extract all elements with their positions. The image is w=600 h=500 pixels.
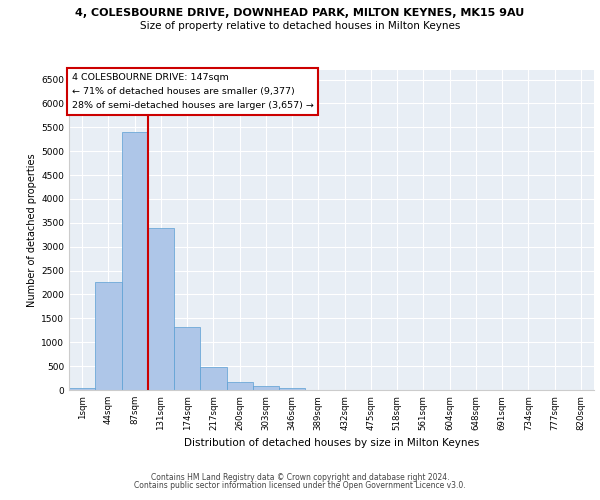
Text: Contains HM Land Registry data © Crown copyright and database right 2024.: Contains HM Land Registry data © Crown c… [151, 472, 449, 482]
Y-axis label: Number of detached properties: Number of detached properties [27, 153, 37, 307]
Text: 4, COLESBOURNE DRIVE, DOWNHEAD PARK, MILTON KEYNES, MK15 9AU: 4, COLESBOURNE DRIVE, DOWNHEAD PARK, MIL… [76, 8, 524, 18]
Bar [95, 282, 121, 390]
Bar [227, 382, 253, 390]
Text: Contains public sector information licensed under the Open Government Licence v3: Contains public sector information licen… [134, 481, 466, 490]
Bar [174, 328, 200, 390]
Text: Size of property relative to detached houses in Milton Keynes: Size of property relative to detached ho… [140, 21, 460, 31]
Bar [279, 388, 305, 390]
Bar [253, 386, 279, 390]
Bar [69, 388, 95, 390]
Text: 4 COLESBOURNE DRIVE: 147sqm
← 71% of detached houses are smaller (9,377)
28% of : 4 COLESBOURNE DRIVE: 147sqm ← 71% of det… [71, 73, 314, 110]
Bar [200, 366, 227, 390]
Bar [148, 228, 174, 390]
Bar [121, 132, 148, 390]
X-axis label: Distribution of detached houses by size in Milton Keynes: Distribution of detached houses by size … [184, 438, 479, 448]
